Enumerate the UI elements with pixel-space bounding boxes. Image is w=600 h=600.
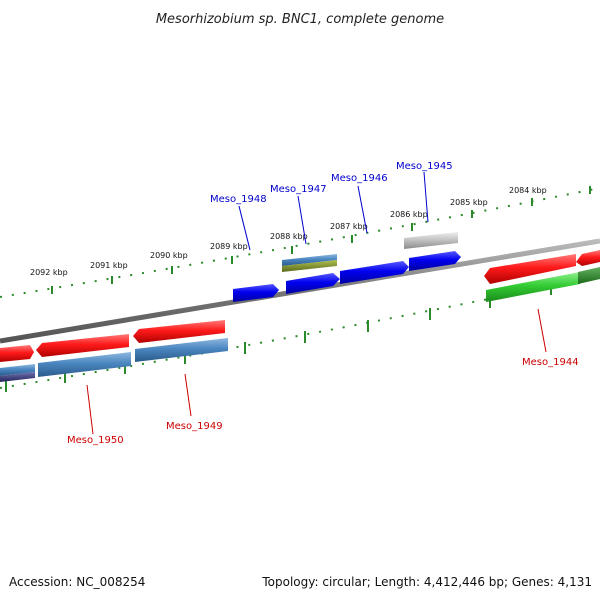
forward-strand-genes	[0, 232, 600, 362]
map-title: Mesorhizobium sp. BNC1, complete genome	[156, 12, 444, 27]
kbp-label: 2084 kbp	[509, 186, 547, 195]
gene-feature[interactable]	[404, 232, 458, 249]
gene-feature[interactable]	[135, 338, 228, 362]
gene-feature[interactable]	[484, 254, 576, 284]
gene-feature[interactable]	[340, 261, 409, 284]
gene-feature[interactable]	[233, 284, 279, 302]
outer-tick-track	[0, 186, 600, 298]
kbp-label: 2088 kbp	[270, 232, 308, 241]
gene-label[interactable]: Meso_1944	[522, 357, 579, 368]
gene-feature[interactable]	[286, 273, 340, 294]
gene-label[interactable]: Meso_1946	[331, 173, 388, 184]
kbp-scale-labels: 2084 kbp 2085 kbp 2086 kbp 2087 kbp 2088…	[30, 186, 547, 277]
gene-feature[interactable]	[38, 352, 131, 377]
bottom-gene-labels: Meso_1950 Meso_1949 Meso_1944	[67, 308, 579, 446]
reverse-strand-genes	[0, 267, 600, 382]
gene-feature[interactable]	[133, 320, 225, 343]
gene-feature[interactable]	[0, 372, 35, 382]
genome-summary-text: Topology: circular; Length: 4,412,446 bp…	[261, 575, 592, 589]
gene-label[interactable]: Meso_1949	[166, 421, 223, 432]
gene-label[interactable]: Meso_1945	[396, 161, 453, 172]
kbp-label: 2087 kbp	[330, 222, 368, 231]
gene-feature[interactable]	[486, 272, 580, 302]
gene-label[interactable]: Meso_1948	[210, 194, 267, 205]
gene-feature[interactable]	[282, 260, 337, 272]
kbp-label: 2092 kbp	[30, 268, 68, 277]
gene-feature[interactable]	[576, 250, 600, 266]
gene-label[interactable]: Meso_1950	[67, 435, 124, 446]
kbp-label: 2090 kbp	[150, 251, 188, 260]
kbp-label: 2089 kbp	[210, 242, 248, 251]
accession-text: Accession: NC_008254	[9, 575, 145, 589]
kbp-label: 2091 kbp	[90, 261, 128, 270]
gene-label[interactable]: Meso_1947	[270, 184, 327, 195]
gene-feature[interactable]	[409, 251, 461, 271]
kbp-label: 2085 kbp	[450, 198, 488, 207]
top-gene-labels: Meso_1948 Meso_1947 Meso_1946 Meso_1945	[210, 161, 453, 251]
kbp-label: 2086 kbp	[390, 210, 428, 219]
gene-feature[interactable]	[578, 267, 600, 284]
gene-feature[interactable]	[282, 254, 337, 266]
gene-feature[interactable]	[0, 345, 34, 362]
gene-feature[interactable]	[36, 334, 129, 357]
